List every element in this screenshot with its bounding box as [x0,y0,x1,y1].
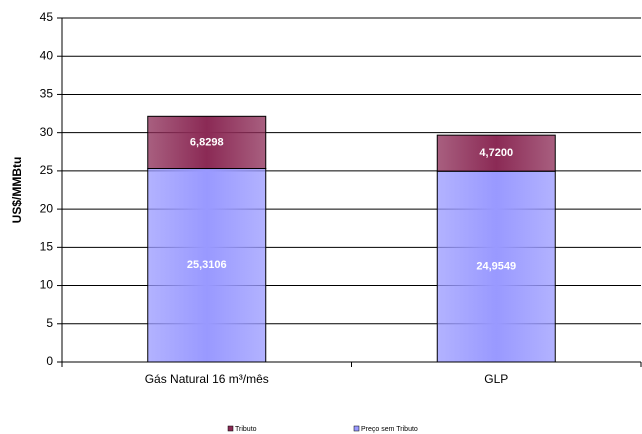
y-tick-label: 30 [40,125,54,139]
data-label: 4,7200 [479,147,513,159]
bar-segment [436,170,556,363]
data-label: 6,8298 [190,136,224,148]
x-tick-label: GLP [484,372,508,386]
legend-swatch [353,425,360,432]
y-tick-label: 40 [40,48,54,62]
y-tick-label: 20 [40,201,54,215]
y-tick-label: 0 [46,354,53,368]
bar-segment [147,115,267,170]
y-axis-label: US$/MMBtu [10,157,24,224]
y-tick-label: 15 [40,240,54,254]
y-tick-label: 25 [40,163,54,177]
x-tick-label: Gás Natural 16 m³/mês [145,372,269,386]
data-label: 24,9549 [476,261,516,273]
legend-label: Tributo [235,426,257,433]
legend-label: Preço sem Tributo [361,426,418,433]
y-tick-label: 45 [40,10,54,24]
legend-swatch [227,425,234,432]
bar-segment [147,168,267,363]
y-tick-label: 10 [40,278,54,292]
y-tick-label: 5 [46,316,53,330]
y-tick-label: 35 [40,87,54,101]
bar-segment [436,134,556,172]
data-label: 25,3106 [187,259,227,271]
